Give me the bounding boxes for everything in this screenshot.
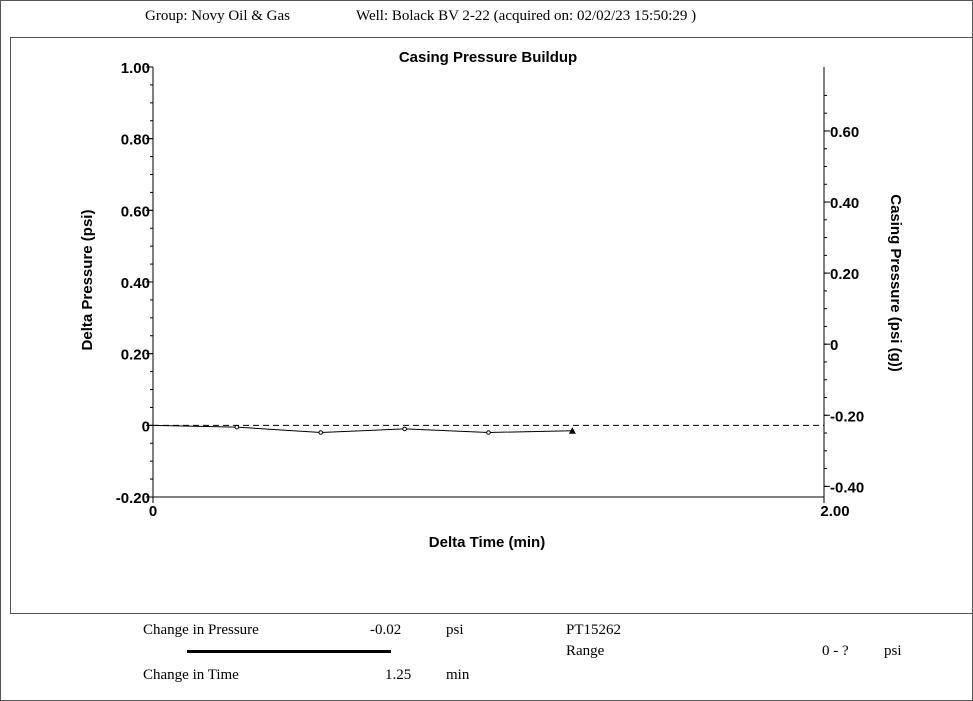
group-label: Group: Novy Oil & Gas [145, 8, 290, 24]
plot-area-frame [10, 37, 972, 614]
chart-title: Casing Pressure Buildup [399, 49, 577, 66]
y-tick-label: 0.40 [121, 275, 150, 292]
change-pressure-unit: psi [446, 622, 464, 638]
y2-axis-label: Casing Pressure (psi (g)) [887, 194, 904, 372]
y-tick-label: -0.20 [116, 490, 150, 507]
x-axis-label: Delta Time (min) [429, 534, 545, 551]
well-label: Well: Bolack BV 2-22 (acquired on: 02/02… [356, 8, 697, 24]
y2-tick-label: 0.40 [830, 195, 859, 212]
gauge-id: PT15262 [566, 622, 622, 638]
y-tick-label: 0.20 [121, 347, 150, 364]
change-pressure-value: -0.02 [370, 622, 402, 638]
y2-tick-label: 0 [830, 337, 838, 354]
y2-tick-label: -0.20 [830, 408, 864, 425]
pressure-point [318, 430, 324, 435]
pressure-point-last [568, 427, 576, 434]
change-pressure-label: Change in Pressure [143, 622, 259, 638]
change-time-label: Change in Time [143, 667, 239, 683]
range-value: 0 - ? [822, 643, 849, 659]
y-tick-label: 1.00 [121, 60, 150, 77]
change-time-unit: min [446, 667, 470, 683]
y-tick-label: 0 [142, 418, 150, 435]
divider-line [187, 650, 391, 653]
y-tick-label: 0.80 [121, 132, 150, 149]
y-axis-label: Delta Pressure (psi) [79, 210, 96, 351]
pressure-series-line [152, 424, 573, 434]
range-unit: psi [884, 643, 902, 659]
pressure-point [234, 424, 240, 430]
change-time-value: 1.25 [385, 667, 412, 683]
x-tick-label: 2.00 [820, 503, 849, 520]
range-label: Range [566, 643, 605, 659]
y-tick-label: 0.60 [121, 203, 150, 220]
x-tick-label: 0 [149, 503, 157, 520]
report-header: Group: Novy Oil & Gas Well: Bolack BV 2-… [0, 0, 973, 36]
pressure-point [486, 430, 491, 435]
y2-tick-label: -0.40 [830, 479, 864, 496]
pressure-point [402, 426, 407, 432]
y2-tick-label: 0.20 [830, 266, 859, 283]
y2-tick-label: 0.60 [830, 124, 859, 141]
